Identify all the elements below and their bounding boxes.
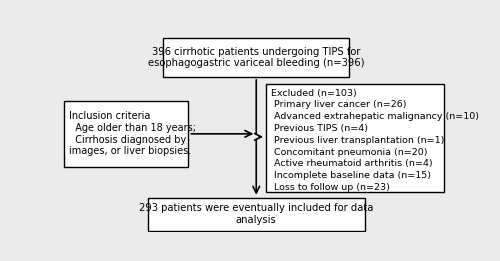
- Text: 293 patients were eventually included for data
analysis: 293 patients were eventually included fo…: [139, 203, 374, 225]
- FancyBboxPatch shape: [64, 101, 188, 167]
- Text: Excluded (n=103)
 Primary liver cancer (n=26)
 Advanced extrahepatic malignancy : Excluded (n=103) Primary liver cancer (n…: [270, 88, 478, 192]
- Text: Inclusion criteria
  Age older than 18 years;
  Cirrhosis diagnosed by
images, o: Inclusion criteria Age older than 18 yea…: [69, 111, 196, 156]
- FancyBboxPatch shape: [148, 198, 365, 231]
- FancyBboxPatch shape: [266, 84, 444, 192]
- Text: 396 cirrhotic patients undergoing TIPS for
esophagogastric variceal bleeding (n=: 396 cirrhotic patients undergoing TIPS f…: [148, 47, 364, 68]
- FancyBboxPatch shape: [163, 38, 349, 77]
